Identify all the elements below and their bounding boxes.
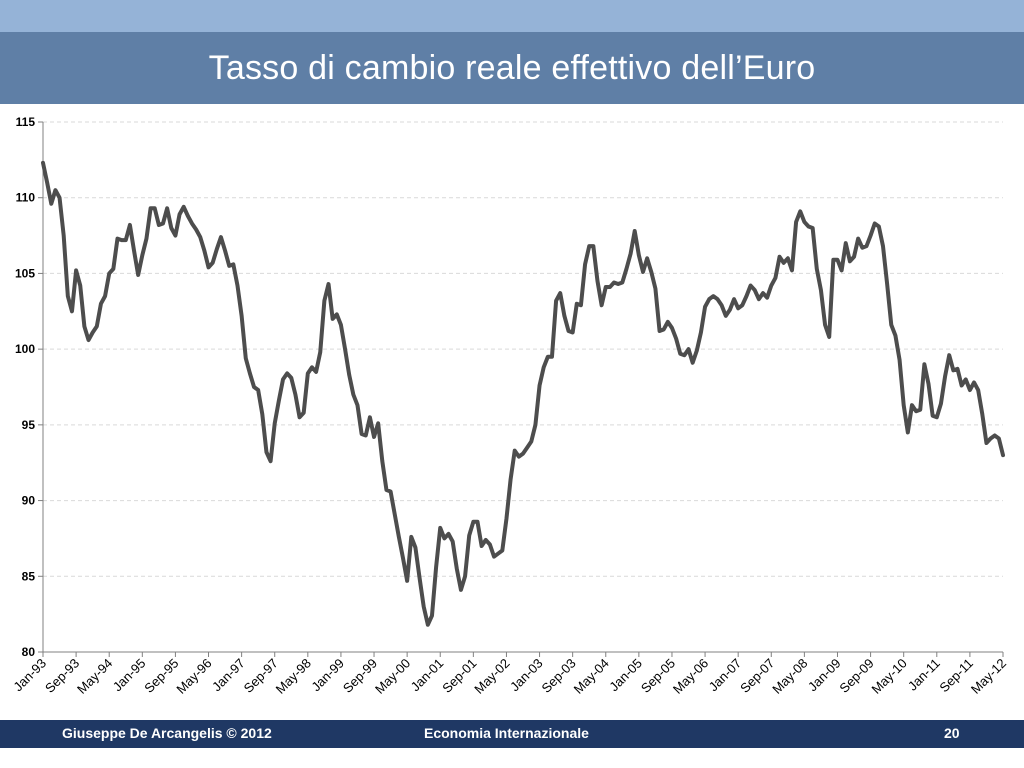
footer-author: Giuseppe De Arcangelis © 2012: [62, 725, 272, 741]
x-tick-label: May-08: [769, 656, 810, 697]
x-tick-label: Sep-09: [836, 656, 876, 696]
slide-title: Tasso di cambio reale effettivo dell’Eur…: [208, 48, 816, 87]
x-tick-label: May-98: [273, 656, 314, 697]
x-tick-label: May-10: [869, 656, 910, 697]
series-group: [41, 160, 1005, 627]
y-tick-label: 115: [16, 115, 36, 129]
x-tick-label: Sep-93: [42, 656, 82, 696]
x-tick-label: Jan-01: [408, 656, 447, 695]
page-number: 20: [944, 725, 960, 741]
title-bar: Tasso di cambio reale effettivo dell’Eur…: [0, 32, 1024, 104]
x-tick-label: Sep-05: [638, 656, 678, 696]
y-tick-label: 80: [22, 645, 36, 659]
x-tick-label: Jan-95: [110, 656, 149, 695]
x-tick-label: Sep-07: [737, 656, 777, 696]
x-tick-label: Sep-99: [340, 656, 380, 696]
series-line: [41, 160, 1005, 627]
x-tick-label: Jan-07: [706, 656, 745, 695]
axes: [38, 121, 1004, 657]
x-tick-label: Sep-01: [439, 656, 479, 696]
y-tick-label: 105: [15, 266, 35, 280]
bottom-margin: [0, 748, 1024, 768]
x-axis-tick-labels: Jan-93Sep-93May-94Jan-95Sep-95May-96Jan-…: [10, 656, 1009, 697]
y-tick-label: 85: [22, 569, 36, 583]
x-tick-label: Jan-93: [10, 656, 49, 695]
x-tick-label: Jan-03: [507, 656, 546, 695]
x-tick-label: May-12: [968, 656, 1009, 697]
x-tick-label: Sep-03: [539, 656, 579, 696]
y-axis-tick-labels: 80 85 90 95 100 105 110 115: [15, 115, 35, 659]
x-tick-label: Sep-97: [241, 656, 281, 696]
grid-lines: [43, 121, 1003, 577]
y-tick-label: 90: [22, 494, 36, 508]
x-tick-label: May-94: [74, 656, 115, 697]
y-tick-label: 110: [16, 191, 36, 205]
y-tick-label: 95: [22, 418, 36, 432]
x-tick-label: May-00: [372, 656, 413, 697]
chart-area: 80 85 90 95 100 105 110 115 Jan-93 Sep-93 May-94 J…: [0, 104, 1024, 720]
x-tick-label: Jan-97: [209, 656, 248, 695]
top-band: [0, 0, 1024, 32]
y-tick-label: 100: [15, 342, 35, 356]
x-tick-label: May-04: [571, 656, 612, 697]
x-tick-label: Jan-99: [308, 656, 347, 695]
x-tick-label: May-96: [173, 656, 214, 697]
footer-bar: Giuseppe De Arcangelis © 2012 Economia I…: [0, 720, 1024, 748]
x-tick-label: Sep-95: [141, 656, 181, 696]
x-tick-label: May-06: [670, 656, 711, 697]
footer-course: Economia Internazionale: [424, 725, 589, 741]
x-tick-label: May-02: [471, 656, 512, 697]
x-tick-label: Jan-05: [606, 656, 645, 695]
x-tick-label: Jan-09: [805, 656, 844, 695]
x-tick-label: Jan-11: [905, 656, 943, 694]
